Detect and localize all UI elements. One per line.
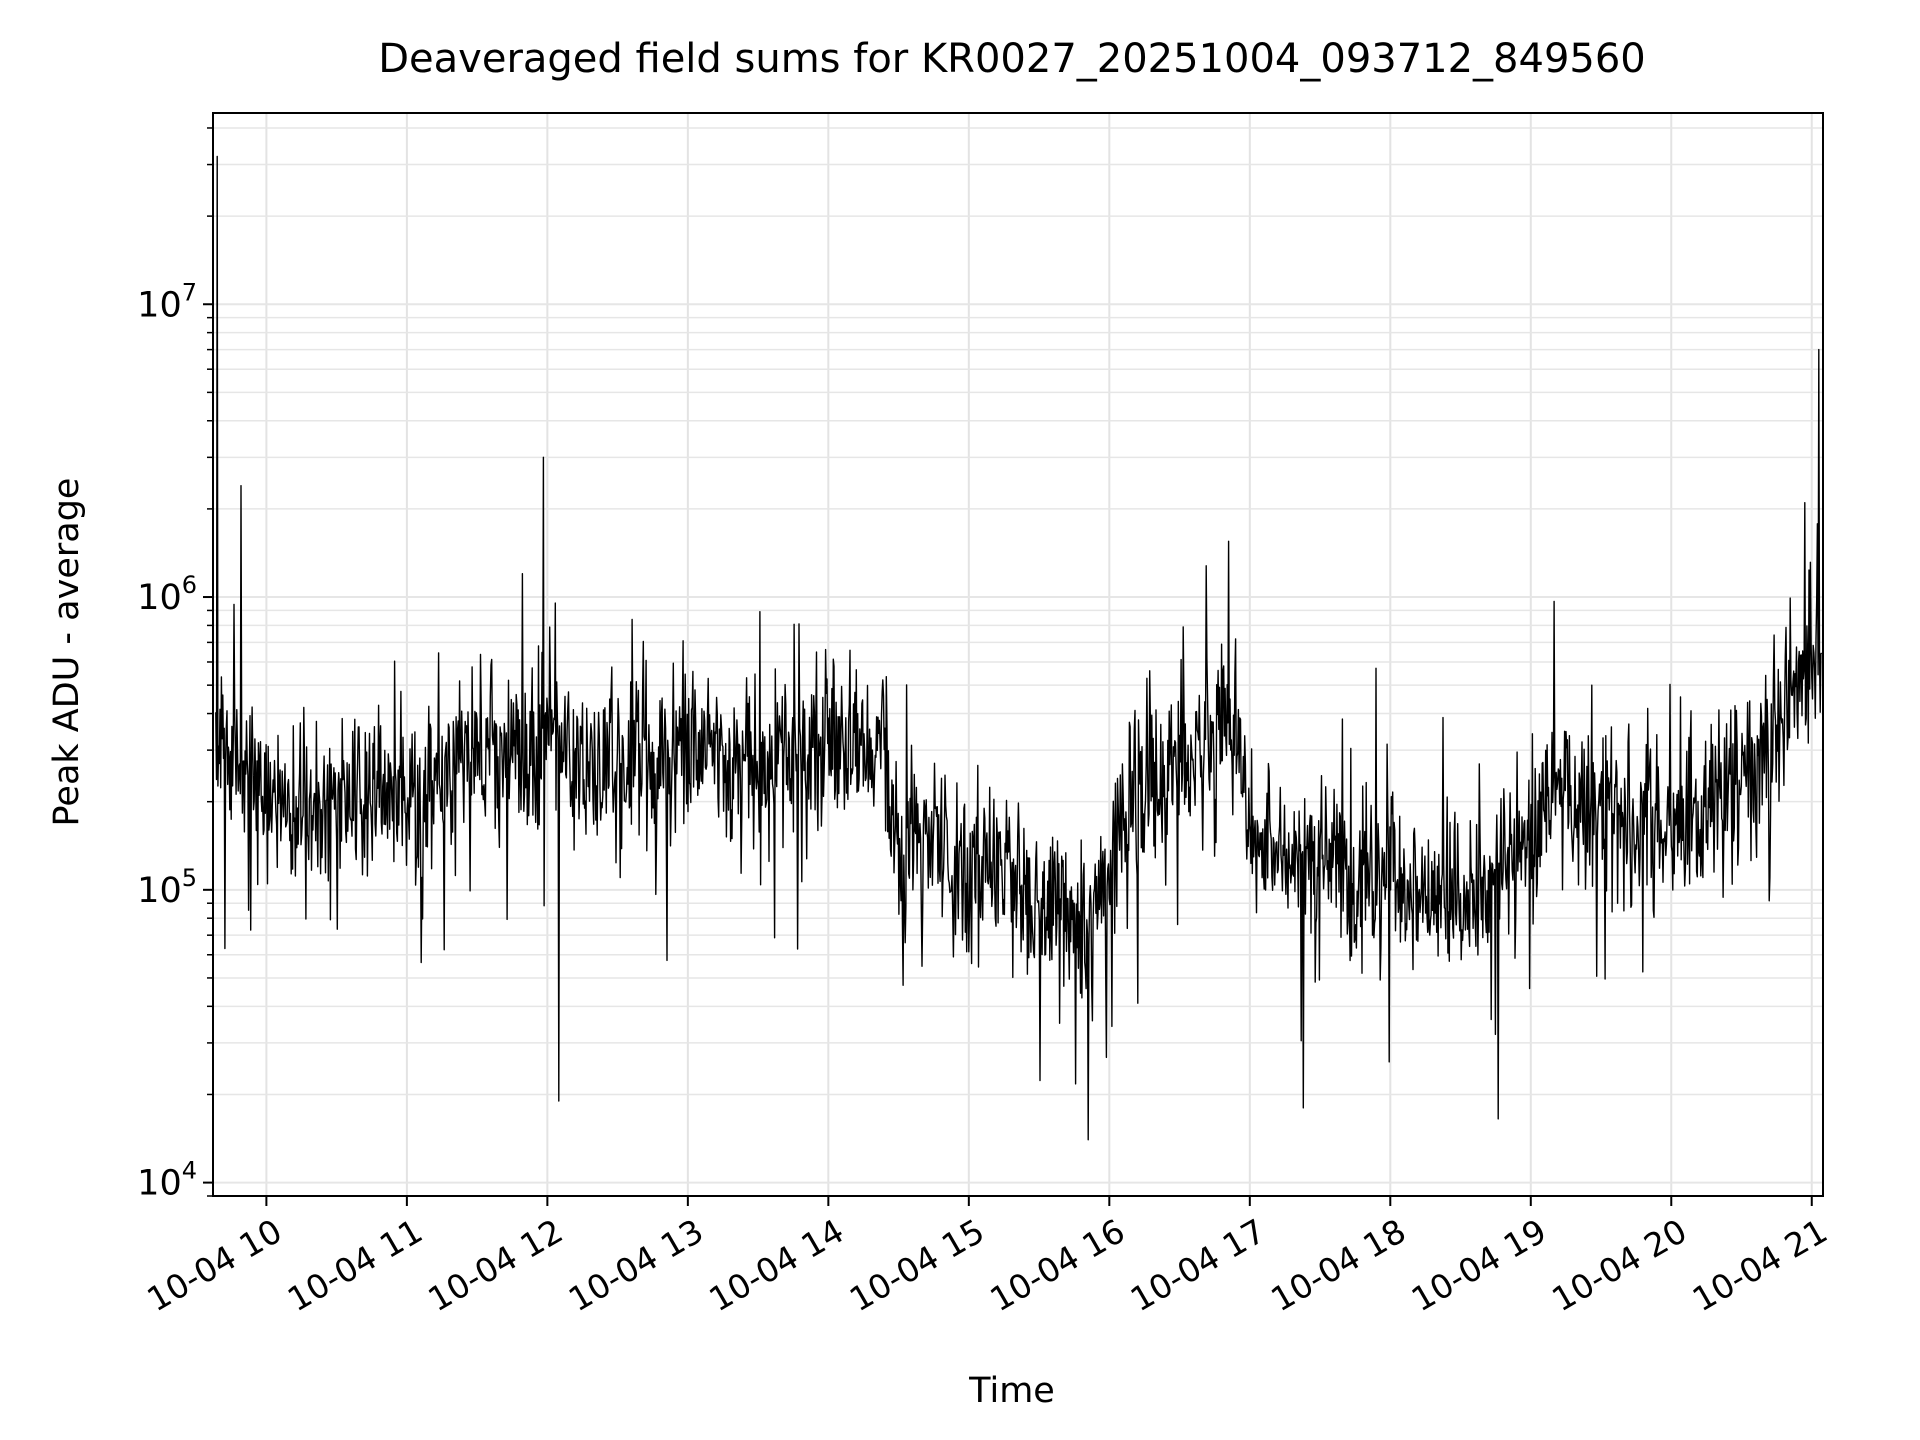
chart-title: Deaveraged field sums for KR0027_2025100… bbox=[378, 36, 1646, 82]
y-tick-label: 104 bbox=[137, 1157, 197, 1204]
data-series bbox=[215, 155, 1823, 1141]
y-tick-label: 107 bbox=[137, 278, 197, 325]
y-tick-label: 106 bbox=[137, 571, 197, 618]
y-tick-label: 105 bbox=[137, 864, 197, 911]
x-axis-label: Time bbox=[968, 1371, 1055, 1411]
grid-lines bbox=[213, 113, 1823, 1197]
plot-frame bbox=[212, 112, 1824, 1197]
series-line bbox=[215, 155, 1823, 1141]
y-axis-ticks: 104 105 106 107 bbox=[137, 127, 213, 1204]
y-axis-label: Peak ADU - average bbox=[47, 478, 87, 827]
